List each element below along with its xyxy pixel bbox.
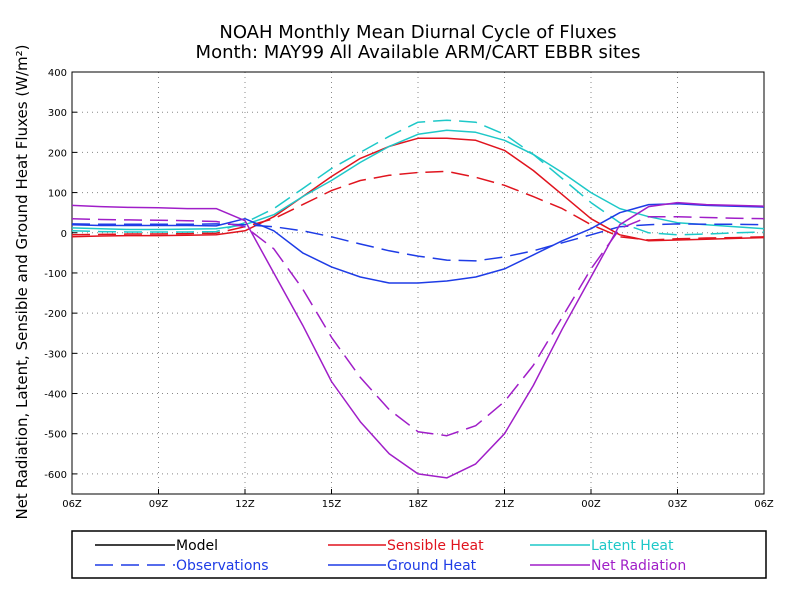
y-tick-label: 200 [48, 148, 67, 159]
legend-label-latent: Latent Heat [591, 538, 674, 554]
x-tick-label: 15Z [322, 499, 342, 510]
legend-label-ground: Ground Heat [387, 558, 477, 574]
series-line-latent-heat-model [71, 129, 765, 231]
y-tick-label: -600 [44, 470, 67, 481]
x-tick-label: 06Z [754, 499, 774, 510]
series-line-net-radiation-observations [71, 215, 765, 437]
x-tick-label: 03Z [668, 499, 688, 510]
y-tick-label: 100 [48, 189, 67, 200]
y-tick-label: 400 [48, 68, 67, 79]
x-tick-label: 12Z [235, 499, 255, 510]
legend-label-sensible: Sensible Heat [387, 538, 484, 554]
y-tick-label: -400 [44, 390, 67, 401]
x-tick-label: 09Z [149, 499, 169, 510]
legend: Model Sensible Heat Latent Heat Observat… [71, 530, 767, 579]
legend-label-model: Model [176, 538, 218, 554]
y-tick-label: -500 [44, 430, 67, 441]
x-tick-label: 00Z [581, 499, 601, 510]
series-line-sensible-heat-observations [71, 170, 765, 241]
x-tick-label: 06Z [62, 499, 82, 510]
y-axis-label: Net Radiation, Latent, Sensible and Grou… [13, 44, 31, 519]
series-line-ground-heat-observations [71, 223, 765, 262]
y-tick-label: -100 [44, 269, 67, 280]
chart-subtitle: Month: MAY99 All Available ARM/CART EBBR… [196, 42, 641, 63]
series-line-sensible-heat-model [71, 137, 765, 242]
chart-title: NOAH Monthly Mean Diurnal Cycle of Fluxe… [219, 22, 616, 43]
axis-ticks: 06Z 09Z 12Z 15Z 18Z 21Z 00Z 03Z 06Z 400 300 200 100 0… [44, 68, 774, 510]
y-tick-label: 300 [48, 108, 67, 119]
y-tick-label: -300 [44, 349, 67, 360]
x-tick-label: 18Z [408, 499, 428, 510]
series-group [71, 119, 765, 479]
y-tick-label: 0 [61, 229, 67, 240]
legend-frame [71, 530, 767, 579]
series-line-latent-heat-observations [71, 119, 765, 236]
x-tick-label: 21Z [495, 499, 515, 510]
series-line-net-radiation-model [71, 201, 765, 479]
y-tick-label: -200 [44, 309, 67, 320]
legend-label-netrad: Net Radiation [591, 558, 686, 574]
legend-label-observations: Observations [176, 558, 269, 574]
series-line-ground-heat-model [71, 203, 765, 284]
